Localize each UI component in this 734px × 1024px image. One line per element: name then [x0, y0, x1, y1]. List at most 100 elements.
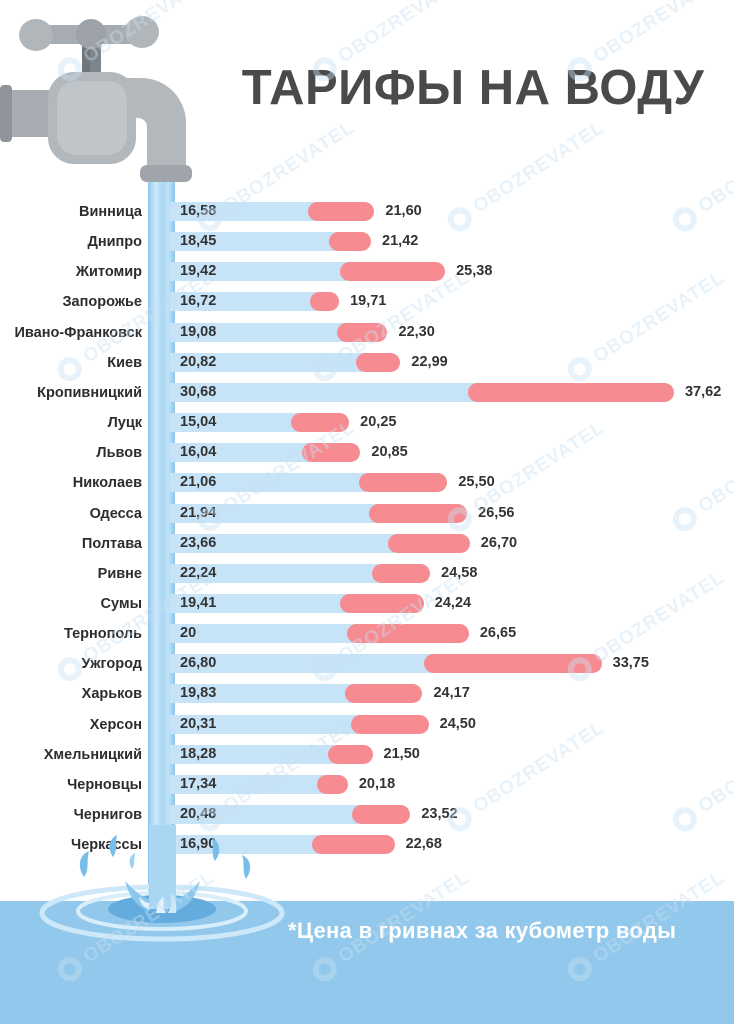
- city-label: Николаев: [72, 475, 142, 492]
- old-tariff-value: 20,48: [180, 806, 217, 822]
- bar-new-tariff: [345, 684, 423, 704]
- old-tariff-value: 17,34: [180, 775, 217, 792]
- new-tariff-value: 37,62: [684, 383, 722, 400]
- old-tariff-value: 18,45: [180, 233, 217, 250]
- new-tariff-value: 26,56: [478, 504, 515, 521]
- new-tariff-value: 22,99: [411, 353, 448, 370]
- new-tariff-value: 20,18: [358, 775, 396, 792]
- bar-row: Ивано-Франковск 19,08 22,30: [0, 318, 734, 348]
- new-tariff-value: 26,70: [480, 534, 518, 551]
- bar-old-tariff: [170, 262, 357, 282]
- new-tariff-value: 24,50: [439, 715, 476, 732]
- bar-new-tariff: [290, 413, 350, 433]
- bar-row: Луцк 15,04 20,25: [0, 408, 734, 438]
- old-tariff-value: 30,68: [180, 383, 217, 400]
- city-label: Винница: [79, 204, 142, 220]
- bar-new-tariff: [309, 292, 340, 312]
- bar-old-tariff: [170, 473, 375, 493]
- city-label: Черновцы: [67, 776, 142, 793]
- bar-row: Днипро 18,45 21,42: [0, 227, 734, 257]
- bar-new-tariff: [356, 352, 401, 372]
- old-tariff-value: 16,04: [180, 444, 217, 461]
- bar-row: Харьков 19,83 24,17: [0, 679, 734, 709]
- bar-old-tariff: [170, 382, 484, 402]
- bar-new-tariff: [347, 624, 469, 644]
- bar-old-tariff: [170, 774, 333, 794]
- bar-old-tariff: [170, 624, 363, 644]
- bar-old-tariff: [170, 202, 325, 221]
- bar-new-tariff: [350, 714, 429, 734]
- bar-row: Житомир 19,42 25,38: [0, 257, 734, 287]
- bar-row: Одесса 21,94 26,56: [0, 499, 734, 529]
- bar-new-tariff: [423, 654, 602, 674]
- page-title: ТАРИФЫ НА ВОДУ: [241, 61, 705, 115]
- watermark-text: OBOZREVATEL: [589, 0, 729, 68]
- city-label: Запорожье: [62, 294, 142, 311]
- bar-new-tariff: [316, 774, 348, 794]
- new-tariff-value: 20,25: [360, 414, 397, 431]
- new-tariff-value: 20,85: [371, 444, 408, 461]
- new-tariff-value: 22,68: [405, 836, 442, 853]
- old-tariff-value: 16,58: [180, 203, 217, 219]
- bar-row: Хмельницкий 18,28 21,50: [0, 740, 734, 770]
- bar-old-tariff: [170, 714, 367, 734]
- bar-new-tariff: [388, 533, 470, 553]
- new-tariff-value: 25,38: [456, 263, 493, 280]
- city-label: Одесса: [89, 505, 142, 522]
- city-label: Полтава: [81, 535, 142, 552]
- old-tariff-value: 20: [180, 625, 197, 642]
- city-label: Ужгород: [81, 656, 142, 673]
- bar-old-tariff: [170, 352, 373, 372]
- new-tariff-value: 21,60: [385, 203, 422, 219]
- new-tariff-value: 23,52: [421, 806, 458, 822]
- city-label: Черкассы: [71, 837, 142, 854]
- old-tariff-value: 15,04: [180, 414, 217, 431]
- city-label: Харьков: [81, 686, 142, 703]
- watermark-text: OBOZREVATEL: [334, 0, 474, 68]
- footer-band: [0, 901, 734, 1024]
- old-tariff-value: 19,42: [180, 263, 217, 280]
- new-tariff-value: 24,58: [441, 564, 478, 581]
- city-label: Кропивницкий: [37, 384, 142, 401]
- city-label: Ривне: [97, 565, 142, 582]
- old-tariff-value: 18,28: [180, 745, 217, 762]
- bar-new-tariff: [302, 443, 361, 463]
- bar-row: Тернополь 20 26,65: [0, 619, 734, 649]
- city-label: Львов: [96, 445, 142, 462]
- new-tariff-value: 22,30: [398, 323, 435, 340]
- old-tariff-value: 20,82: [180, 353, 217, 370]
- city-label: Тернополь: [63, 626, 142, 643]
- city-label: Киев: [107, 354, 142, 371]
- bar-old-tariff: [170, 443, 319, 463]
- bar-new-tariff: [340, 593, 424, 613]
- bar-new-tariff: [336, 322, 388, 342]
- new-tariff-value: 19,71: [350, 293, 387, 310]
- bar-old-tariff: [170, 684, 362, 704]
- old-tariff-value: 21,94: [180, 504, 217, 521]
- water-splash: [39, 825, 285, 942]
- bar-row: Львов 16,04 20,85: [0, 438, 734, 468]
- new-tariff-value: 26,65: [479, 625, 517, 642]
- bar-row: Сумы 19,41 24,24: [0, 589, 734, 619]
- old-tariff-value: 19,83: [180, 685, 217, 702]
- old-tariff-value: 20,31: [180, 715, 217, 732]
- new-tariff-value: 25,50: [458, 474, 495, 491]
- bar-old-tariff: [170, 322, 353, 342]
- old-tariff-value: 22,24: [180, 564, 217, 581]
- old-tariff-value: 16,72: [180, 293, 217, 310]
- bar-row: Черновцы 17,34 20,18: [0, 770, 734, 800]
- bar-row: Чернигов 20,48 23,52: [0, 800, 734, 830]
- bar-old-tariff: [170, 805, 369, 824]
- bar-old-tariff: [170, 654, 440, 674]
- faucet-icon: [0, 16, 192, 182]
- bar-row: Николаев 21,06 25,50: [0, 468, 734, 498]
- city-label: Сумы: [100, 595, 142, 612]
- bar-new-tariff: [368, 503, 468, 523]
- bar-row: Ужгород 26,80 33,75: [0, 649, 734, 679]
- bar-row: Запорожье 16,72 19,71: [0, 287, 734, 317]
- old-tariff-value: 26,80: [180, 655, 217, 672]
- bar-row: Ривне 22,24 24,58: [0, 559, 734, 589]
- bar-old-tariff: [170, 232, 346, 252]
- bar-new-tariff: [327, 744, 373, 764]
- new-tariff-value: 21,50: [383, 745, 420, 762]
